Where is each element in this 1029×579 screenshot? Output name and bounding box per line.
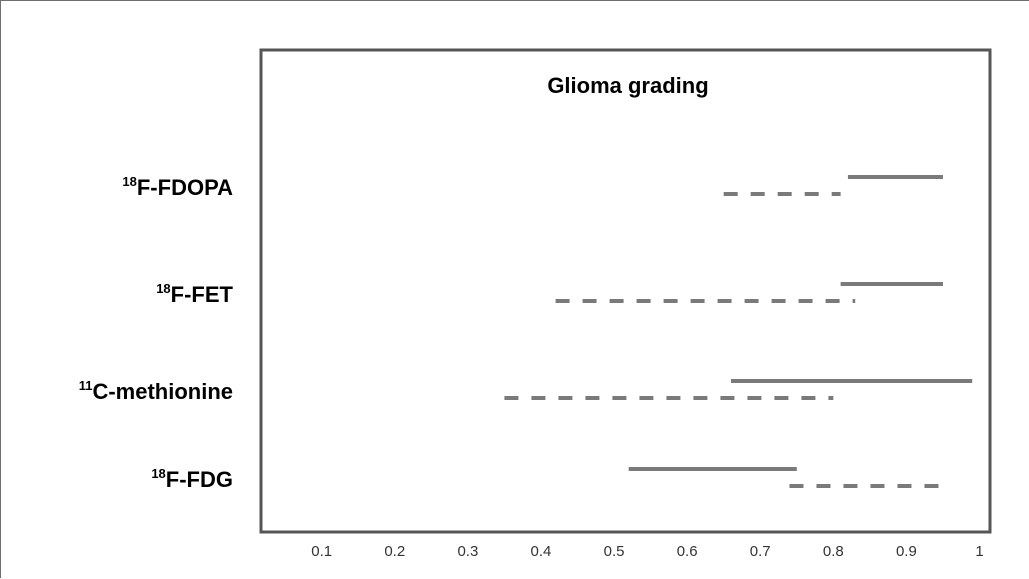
x-tick-label: 1 <box>975 543 983 560</box>
x-tick-label: 0.8 <box>823 543 844 560</box>
x-tick-label: 0.4 <box>531 543 552 560</box>
isotope-superscript: 18 <box>122 174 136 189</box>
x-tick-label: 0.3 <box>457 543 478 560</box>
x-tick-label: 0.9 <box>896 543 917 560</box>
range-lines <box>504 175 973 488</box>
x-tick-labels: 0.1 0.2 0.3 0.4 0.5 0.6 0.7 0.8 0.9 1 <box>311 543 983 560</box>
category-label: 11C-methionine <box>79 378 233 404</box>
x-tick-label: 0.7 <box>750 543 771 560</box>
x-tick-label: 0.2 <box>384 543 405 560</box>
tracer-name: F-FDG <box>166 467 233 492</box>
x-tick-label: 0.6 <box>677 543 698 560</box>
chart-title: Glioma grading <box>547 73 708 98</box>
category-label: 18F-FDOPA <box>122 174 233 200</box>
x-tick-label: 0.5 <box>604 543 625 560</box>
tracer-name: C-methionine <box>92 379 233 404</box>
isotope-superscript: 11 <box>79 378 93 393</box>
isotope-superscript: 18 <box>151 466 165 481</box>
tracer-name: F-FDOPA <box>137 175 233 200</box>
x-tick-label: 0.1 <box>311 543 332 560</box>
category-label: 18F-FET <box>156 281 233 307</box>
isotope-superscript: 18 <box>156 281 170 296</box>
category-label: 18F-FDG <box>151 466 233 492</box>
tracer-name: F-FET <box>171 282 234 307</box>
plot-area <box>259 48 992 534</box>
